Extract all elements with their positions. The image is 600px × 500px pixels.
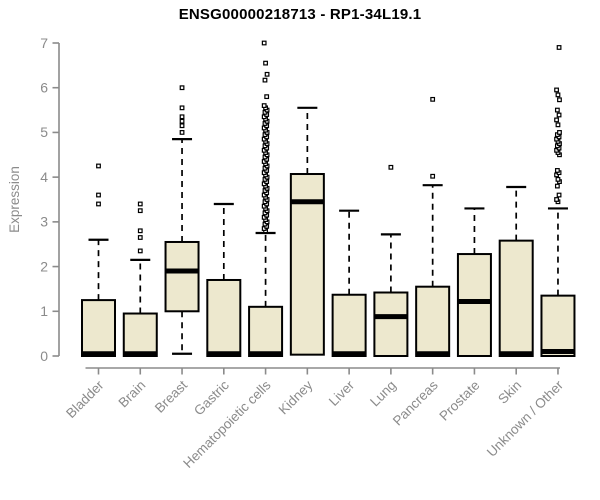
outlier-point: [555, 92, 561, 98]
box-brain: [122, 201, 158, 357]
outlier-point: [261, 103, 267, 109]
outlier-point: [137, 228, 143, 234]
box-pancreas: [415, 96, 451, 358]
outlier-point: [554, 183, 560, 189]
y-tick-label: 5: [40, 124, 48, 140]
outlier-point: [137, 235, 143, 240]
x-tick-label-liver: Liver: [326, 377, 358, 409]
outlier-point: [179, 85, 185, 91]
outlier-point: [264, 71, 270, 77]
iqr-box: [248, 305, 284, 358]
box-unknown-other: [540, 45, 576, 357]
y-tick-label: 4: [40, 169, 48, 185]
outlier-point: [556, 192, 562, 198]
iqr-box: [540, 294, 576, 357]
outlier-point: [262, 77, 268, 83]
x-tick-label-brain: Brain: [115, 378, 148, 411]
chart-title: ENSG00000218713 - RP1-34L19.1: [178, 6, 422, 23]
iqr-box: [331, 293, 367, 357]
box-skin: [498, 185, 534, 357]
outlier-point: [556, 45, 562, 50]
outlier-point: [179, 130, 185, 135]
box-prostate: [456, 207, 492, 357]
x-tick-label-unknown-other: Unknown / Other: [484, 377, 567, 460]
x-tick-label-kidney: Kidney: [276, 377, 316, 417]
y-tick-label: 7: [40, 35, 48, 51]
box-hematopoietic-cells: [248, 40, 284, 358]
outlier-point: [264, 94, 270, 100]
x-tick-label-lung: Lung: [367, 378, 399, 410]
iqr-box: [498, 239, 534, 357]
outlier-point: [555, 176, 561, 182]
x-tick-label-skin: Skin: [495, 378, 524, 407]
box-bladder: [81, 163, 116, 358]
box-kidney: [289, 106, 325, 356]
y-tick-label: 6: [40, 80, 48, 96]
x-tick-label-breast: Breast: [152, 377, 190, 415]
outlier-point: [96, 201, 101, 207]
outlier-point: [179, 114, 185, 120]
outlier-point: [137, 248, 143, 254]
outlier-point: [557, 130, 562, 135]
box-lung: [373, 164, 409, 357]
outlier-point: [179, 118, 185, 124]
x-tick-label-pancreas: Pancreas: [390, 377, 441, 428]
outlier-point: [179, 105, 185, 111]
y-tick-label: 2: [40, 258, 48, 274]
outlier-point: [554, 107, 560, 113]
outlier-point: [96, 192, 101, 198]
outlier-point: [557, 97, 562, 103]
iqr-box: [373, 291, 409, 357]
box-liver: [331, 209, 367, 357]
iqr-box: [164, 240, 200, 313]
iqr-box: [456, 253, 492, 357]
box-breast: [164, 85, 200, 355]
outlier-point: [263, 60, 268, 66]
outlier-point: [555, 122, 561, 128]
outlier-point: [388, 164, 394, 170]
x-tick-label-gastric: Gastric: [191, 377, 232, 418]
y-tick-label: 1: [40, 303, 48, 319]
outlier-point: [554, 117, 559, 123]
iqr-box: [206, 278, 242, 357]
outlier-point: [96, 163, 101, 169]
outlier-point: [554, 168, 560, 173]
outlier-point: [179, 123, 185, 129]
outlier-point: [137, 201, 143, 207]
outlier-point: [261, 40, 267, 46]
iqr-box: [415, 285, 451, 358]
y-tick-label: 0: [40, 348, 48, 364]
outlier-point: [554, 87, 559, 93]
outlier-point: [430, 96, 436, 102]
x-tick-label-bladder: Bladder: [63, 377, 107, 421]
outlier-point: [554, 197, 559, 202]
iqr-box: [122, 312, 158, 357]
y-tick-label: 3: [40, 214, 48, 230]
outlier-point: [137, 208, 143, 214]
outlier-point: [556, 112, 562, 118]
box-gastric: [206, 202, 242, 357]
iqr-box: [81, 299, 116, 358]
x-tick-label-prostate: Prostate: [436, 378, 482, 424]
outlier-point: [430, 173, 436, 179]
